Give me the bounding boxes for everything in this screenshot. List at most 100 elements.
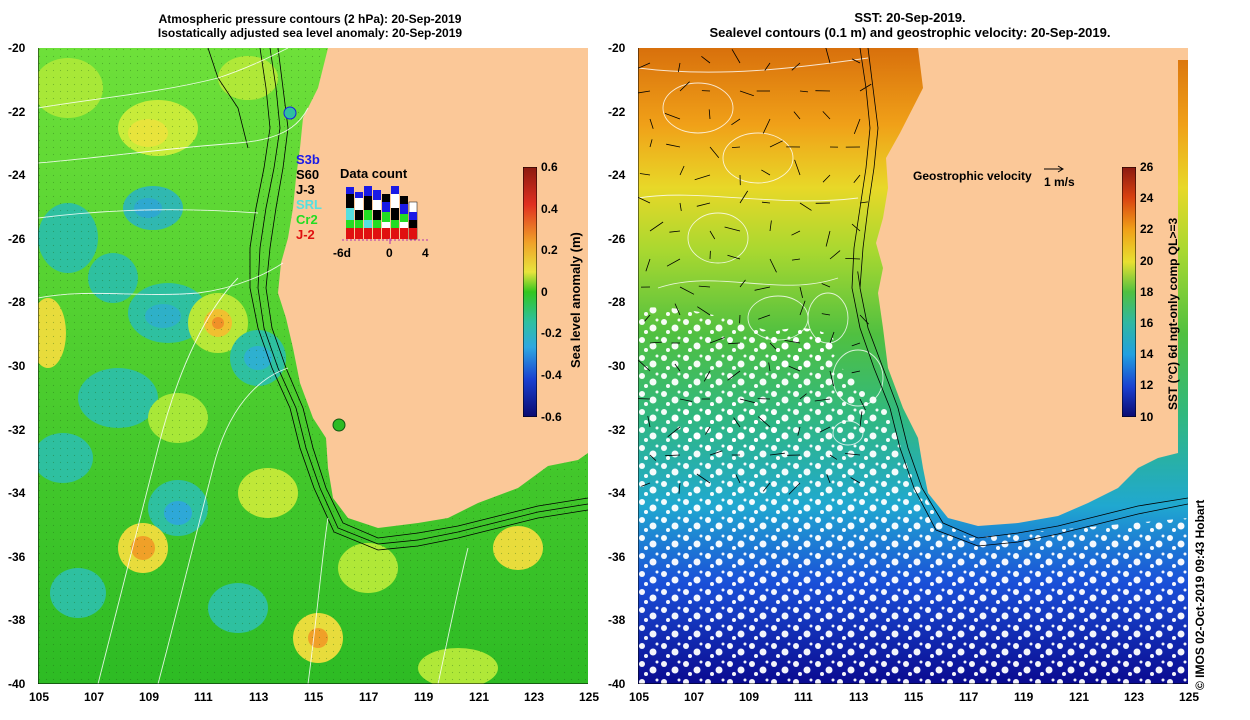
tide-gauge-marker[interactable] (283, 106, 297, 120)
velocity-arrow (696, 473, 711, 484)
x-tick-label: 125 (1179, 690, 1200, 704)
velocity-arrow (679, 165, 685, 176)
x-tick-label: 121 (469, 690, 490, 704)
velocity-arrow (769, 258, 777, 273)
velocity-legend-scale: 1 m/s (1044, 175, 1075, 189)
velocity-arrow (649, 139, 653, 148)
velocity-arrow (679, 286, 695, 295)
sla-colorbar (523, 167, 537, 417)
velocity-arrow (859, 83, 872, 92)
colorbar-tick-label: 0.4 (541, 201, 558, 216)
velocity-arrow (666, 143, 681, 148)
velocity-arrow (731, 118, 741, 126)
colorbar-tick-label: -0.2 (541, 326, 562, 341)
data-count-xlabel: -6d (333, 246, 351, 260)
satellite-legend-item: J-2 (296, 227, 315, 242)
y-tick-label: -40 (8, 677, 26, 691)
velocity-arrow (853, 174, 861, 184)
velocity-arrow (639, 173, 651, 176)
velocity-arrow (791, 230, 801, 236)
y-tick-label: -20 (8, 41, 26, 55)
x-tick-label: 111 (794, 690, 813, 704)
australia-landmass (278, 48, 588, 528)
velocity-arrow (739, 398, 755, 404)
velocity-arrow (769, 220, 772, 232)
velocity-arrow (696, 202, 711, 207)
velocity-arrow (638, 62, 651, 69)
satellite-legend-item: Cr2 (296, 212, 318, 227)
velocity-arrow (674, 363, 681, 372)
y-tick-label: -32 (608, 422, 626, 437)
velocity-arrow (762, 482, 771, 492)
y-tick-label: -28 (608, 295, 626, 310)
velocity-arrow (857, 271, 861, 288)
bathymetry-contours (851, 48, 1188, 547)
velocity-arrow (850, 477, 861, 484)
velocity-arrow (709, 146, 720, 159)
data-count-bars (346, 186, 418, 240)
velocity-arrow (825, 48, 831, 64)
velocity-arrow (677, 62, 681, 73)
y-tick-label: -22 (8, 104, 26, 119)
velocity-arrow (761, 169, 771, 176)
velocity-arrow (649, 341, 662, 344)
sst-map[interactable] (638, 48, 1188, 684)
velocity-arrow (665, 454, 681, 457)
velocity-arrow (638, 360, 651, 372)
velocity-arrow (703, 370, 711, 382)
velocity-arrow (821, 283, 831, 288)
colorbar-tick-label: 14 (1140, 347, 1154, 362)
pressure-contours (38, 48, 469, 684)
velocity-arrow (814, 398, 831, 402)
x-tick-label: 119 (1014, 690, 1034, 704)
velocity-arrow (708, 109, 711, 120)
x-tick-label: 107 (84, 690, 105, 704)
velocity-arrow (845, 453, 861, 456)
velocity-arrow (667, 426, 681, 438)
velocity-arrow (724, 226, 741, 232)
sea-level-anomaly-map[interactable] (38, 48, 588, 684)
velocity-arrow (697, 306, 711, 316)
velocity-arrow (826, 474, 831, 484)
data-count-xlabel: 4 (422, 246, 429, 260)
velocity-arrow (851, 342, 861, 347)
velocity-arrow (709, 337, 725, 344)
velocity-arrow (758, 314, 771, 320)
y-tick-label: -30 (8, 359, 26, 373)
velocity-arrow (739, 279, 746, 288)
colorbar-tick-label: -0.6 (541, 409, 562, 424)
velocity-arrow (821, 313, 831, 316)
velocity-arrow (731, 146, 741, 148)
y-tick-label: -22 (608, 104, 626, 119)
velocity-arrow (859, 398, 866, 411)
velocity-arrow (731, 49, 741, 64)
velocity-arrow (739, 90, 754, 97)
velocity-arrow (829, 331, 835, 344)
y-tick-label: -28 (8, 295, 26, 310)
velocity-arrow (644, 314, 651, 322)
velocity-arrow (754, 286, 771, 291)
y-tick-label: -38 (608, 613, 626, 628)
y-tick-label: -30 (608, 359, 626, 373)
y-tick-label: -32 (8, 422, 26, 437)
colorbar-tick-label: 18 (1140, 284, 1154, 299)
satellite-legend-item: J-3 (296, 182, 315, 197)
cloud-mask (638, 307, 1188, 684)
velocity-arrow (791, 258, 801, 261)
australia-landmass (876, 48, 1188, 526)
velocity-arrow (709, 450, 723, 456)
x-tick-label: 121 (1069, 690, 1090, 704)
x-tick-label: 107 (684, 690, 705, 704)
y-tick-label: -36 (8, 549, 26, 564)
velocity-arrow (859, 201, 868, 204)
velocity-arrow (727, 254, 741, 260)
x-tick-label: 117 (959, 690, 979, 704)
geostrophic-velocity-arrows (638, 48, 872, 495)
velocity-arrow (698, 285, 711, 288)
velocity-arrow (788, 365, 801, 372)
x-tick-label: 125 (579, 690, 600, 704)
velocity-arrow (762, 118, 771, 134)
tide-gauge-marker[interactable] (332, 418, 346, 432)
velocity-arrow (853, 118, 861, 135)
velocity-arrow (674, 303, 681, 316)
